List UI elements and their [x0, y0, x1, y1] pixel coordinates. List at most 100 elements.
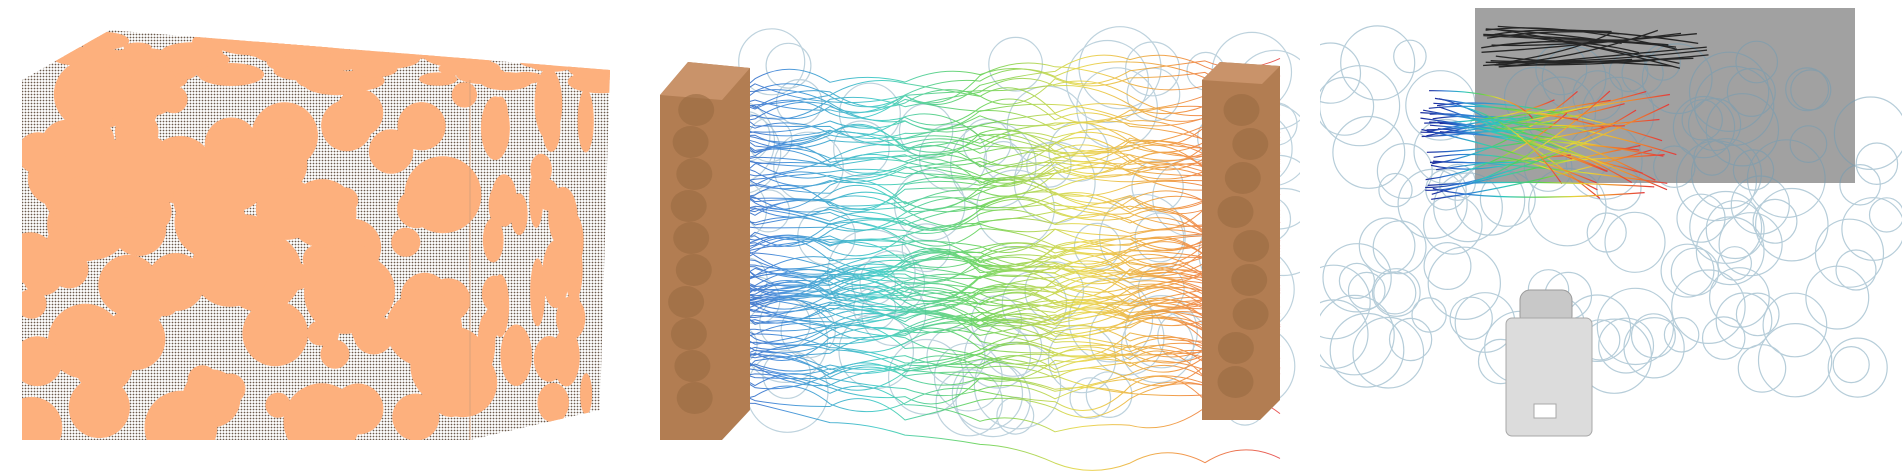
streamline [1429, 121, 1608, 172]
streamline [679, 384, 1281, 471]
pore-shell [1660, 243, 1715, 298]
sphere-front-cut [22, 336, 63, 387]
sphere-side-cut [577, 89, 594, 153]
pore-shell [1855, 142, 1899, 186]
streamline [679, 237, 1281, 277]
sphere-top-cut [352, 61, 398, 78]
streamline [679, 105, 1281, 148]
sphere-side-cut [560, 211, 584, 270]
projected-streak [1483, 29, 1659, 67]
outlet-sphere [1231, 264, 1268, 296]
sphere-top-cut [192, 31, 247, 51]
sphere-top-cut [241, 38, 299, 59]
sphere-top-cut [419, 72, 458, 86]
streamline [1429, 113, 1656, 181]
pore-shell [1373, 271, 1417, 315]
pore-shell [1413, 118, 1479, 185]
streamline [679, 335, 1281, 387]
streamline [1427, 99, 1611, 133]
outlet-sphere [1223, 94, 1260, 126]
inlet-sphere [673, 222, 710, 254]
pore-shell [833, 120, 890, 178]
sphere-front-cut [324, 256, 396, 327]
streamline [679, 285, 1281, 318]
pore-shell [1705, 93, 1780, 167]
sphere-side-cut [580, 373, 593, 415]
streamline [679, 299, 1281, 344]
sphere-front-cut [386, 290, 463, 367]
sphere-front-cut [391, 227, 421, 257]
pore-shell [1785, 67, 1830, 112]
pore-shell [1754, 187, 1829, 262]
pore-shell [1322, 243, 1392, 313]
streamline [679, 120, 1281, 175]
outlet-sphere [1224, 162, 1261, 194]
streamline [679, 229, 1281, 287]
inlet-sphere [672, 126, 709, 158]
sphere-top-cut [571, 53, 610, 67]
projected-streaks [1481, 25, 1709, 69]
streamline [679, 352, 1281, 387]
sphere-front-cut [302, 244, 333, 275]
streamlines [679, 54, 1281, 471]
sphere-top-cut [87, 36, 124, 50]
streamline [679, 254, 1281, 320]
pore-shell [1670, 247, 1720, 296]
pore-shell [1332, 115, 1406, 189]
sphere-front-cut [432, 379, 470, 418]
streamline [1425, 103, 1670, 189]
streamline [1432, 90, 1578, 165]
streamline [679, 354, 1281, 392]
pore-shell [1124, 295, 1198, 369]
sphere-side-cut [533, 336, 565, 382]
pore-shell [1841, 197, 1902, 261]
sphere-front-cut [53, 60, 123, 129]
pore-shell [1688, 51, 1770, 133]
streamline [1436, 102, 1663, 142]
pore-shell [1688, 97, 1742, 152]
pore-shell [1320, 76, 1375, 136]
streamline [679, 123, 1281, 155]
streamline [679, 314, 1281, 364]
sphere-front-cut [451, 82, 478, 108]
streamline [679, 152, 1281, 213]
streamline [679, 121, 1281, 165]
streamline [1420, 117, 1664, 157]
streamline [679, 57, 1281, 102]
pore-shell [1085, 371, 1133, 419]
streamline [679, 89, 1281, 131]
pore-shell [1427, 246, 1502, 320]
pore-shell [1735, 292, 1780, 337]
pore-shell [1378, 172, 1413, 208]
streamline [679, 209, 1281, 248]
streamlines [1420, 90, 1677, 200]
pore-shell [1423, 242, 1472, 291]
sphere-side-cut [530, 258, 546, 327]
pore-shell [1789, 125, 1828, 164]
streamline [679, 241, 1281, 294]
pore-shell [1320, 294, 1395, 376]
streamline [1427, 181, 1655, 188]
streamline [679, 214, 1281, 257]
inlet-sphere [670, 190, 707, 222]
streamline [679, 324, 1281, 366]
sphere-top-cut [332, 49, 362, 60]
pore-shell [1598, 317, 1655, 374]
sphere-block [22, 30, 610, 440]
pore-shell [1737, 344, 1787, 393]
streamline [679, 77, 1281, 127]
pore-shell [1630, 313, 1676, 359]
pore-shell [1131, 160, 1184, 213]
sphere-top-cut [564, 57, 595, 69]
streamline [679, 375, 1281, 414]
streamline [679, 98, 1281, 152]
streamline [679, 326, 1281, 375]
streamline [679, 208, 1281, 234]
streamline [679, 143, 1281, 191]
streamline [679, 327, 1281, 368]
inlet-sphere [674, 350, 711, 382]
projected-streak [1492, 40, 1677, 48]
streamline [1420, 118, 1660, 134]
pore-shell [1320, 42, 1362, 104]
pore-shell [1376, 143, 1433, 200]
